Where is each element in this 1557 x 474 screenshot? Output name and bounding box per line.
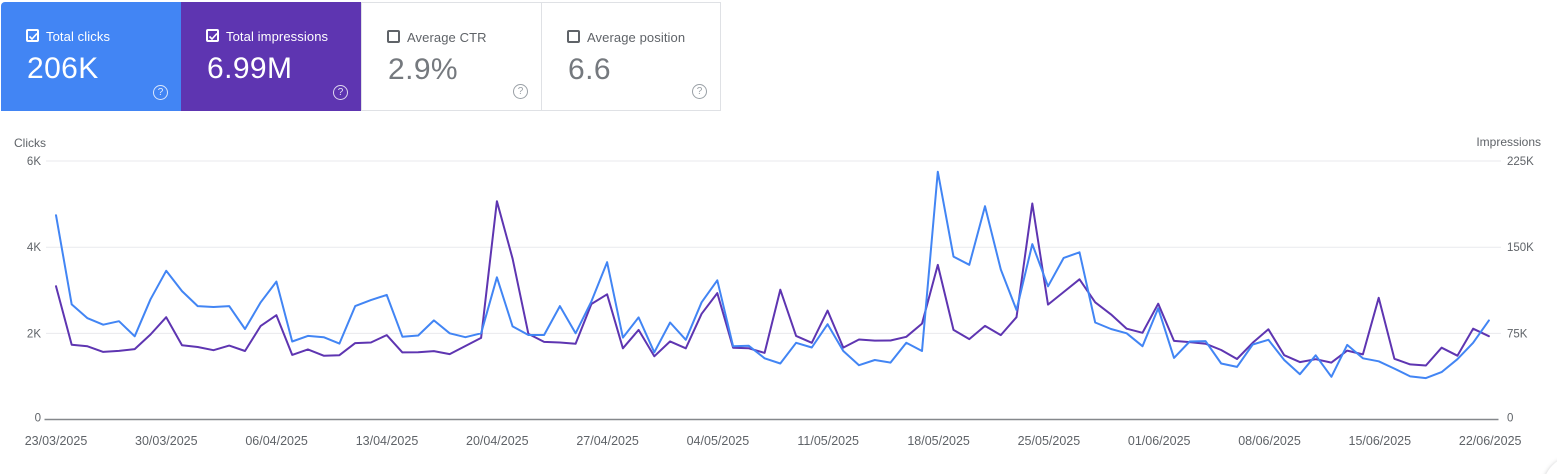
svg-text:0: 0	[35, 413, 41, 425]
svg-text:04/05/2025: 04/05/2025	[687, 434, 750, 448]
svg-text:08/06/2025: 08/06/2025	[1238, 434, 1301, 448]
svg-text:4K: 4K	[27, 242, 41, 254]
svg-text:225K: 225K	[1507, 156, 1534, 168]
svg-text:Impressions: Impressions	[1476, 135, 1541, 149]
svg-text:Clicks: Clicks	[14, 136, 46, 150]
svg-text:6K: 6K	[27, 156, 41, 168]
svg-text:22/06/2025: 22/06/2025	[1459, 434, 1522, 448]
svg-text:13/04/2025: 13/04/2025	[356, 434, 419, 448]
svg-text:20/04/2025: 20/04/2025	[466, 434, 529, 448]
svg-text:2K: 2K	[27, 328, 41, 340]
svg-text:25/05/2025: 25/05/2025	[1018, 434, 1081, 448]
svg-text:27/04/2025: 27/04/2025	[576, 434, 639, 448]
svg-text:01/06/2025: 01/06/2025	[1128, 434, 1191, 448]
svg-text:23/03/2025: 23/03/2025	[25, 434, 88, 448]
svg-text:150K: 150K	[1507, 242, 1534, 254]
svg-text:11/05/2025: 11/05/2025	[797, 434, 859, 448]
svg-text:75K: 75K	[1507, 328, 1528, 340]
svg-text:30/03/2025: 30/03/2025	[135, 434, 198, 448]
svg-text:15/06/2025: 15/06/2025	[1349, 434, 1412, 448]
svg-text:0: 0	[1507, 413, 1513, 425]
svg-text:06/04/2025: 06/04/2025	[245, 434, 308, 448]
svg-text:18/05/2025: 18/05/2025	[907, 434, 970, 448]
